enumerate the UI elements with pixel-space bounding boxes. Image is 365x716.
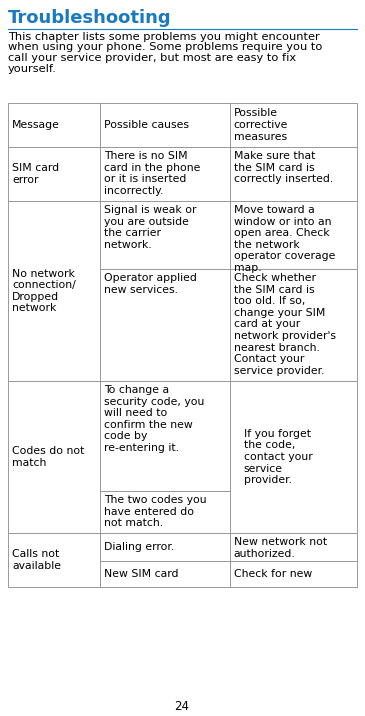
Bar xyxy=(100,381,230,491)
Bar xyxy=(230,103,357,147)
Text: Possible
corrective
measures: Possible corrective measures xyxy=(234,108,288,142)
Bar xyxy=(100,491,230,533)
Text: To change a
security code, you
will need to
confirm the new
code by
re-entering : To change a security code, you will need… xyxy=(104,385,205,453)
Text: yourself.: yourself. xyxy=(8,64,57,74)
Text: Calls not
available: Calls not available xyxy=(12,549,61,571)
Bar xyxy=(230,147,357,201)
Text: when using your phone. Some problems require you to: when using your phone. Some problems req… xyxy=(8,42,322,52)
Text: SIM card
error: SIM card error xyxy=(12,163,59,185)
Text: Codes do not
match: Codes do not match xyxy=(12,446,84,468)
Text: Check for new: Check for new xyxy=(234,569,312,579)
Text: call your service provider, but most are easy to fix: call your service provider, but most are… xyxy=(8,53,296,63)
Text: 24: 24 xyxy=(174,700,189,713)
Bar xyxy=(230,561,357,587)
Bar xyxy=(100,103,230,147)
Text: Make sure that
the SIM card is
correctly inserted.: Make sure that the SIM card is correctly… xyxy=(234,151,333,184)
Text: Operator applied
new services.: Operator applied new services. xyxy=(104,273,197,294)
Bar xyxy=(8,381,100,533)
Bar xyxy=(230,269,357,381)
Text: This chapter lists some problems you might encounter: This chapter lists some problems you mig… xyxy=(8,32,320,42)
Text: Dialing error.: Dialing error. xyxy=(104,542,175,552)
Text: Move toward a
window or into an
open area. Check
the network
operator coverage
m: Move toward a window or into an open are… xyxy=(234,205,335,273)
Text: Troubleshooting: Troubleshooting xyxy=(8,9,172,27)
Text: If you forget
the code,
contact your
service
provider.: If you forget the code, contact your ser… xyxy=(243,429,312,485)
Text: There is no SIM
card in the phone
or it is inserted
incorrectly.: There is no SIM card in the phone or it … xyxy=(104,151,201,195)
Text: The two codes you
have entered do
not match.: The two codes you have entered do not ma… xyxy=(104,495,207,528)
Bar xyxy=(230,201,357,269)
Bar xyxy=(8,147,100,201)
Text: Check whether
the SIM card is
too old. If so,
change your SIM
card at your
netwo: Check whether the SIM card is too old. I… xyxy=(234,273,335,376)
Bar xyxy=(100,201,230,269)
Bar xyxy=(100,147,230,201)
Bar xyxy=(100,533,230,561)
Text: Message: Message xyxy=(12,120,60,130)
Text: New SIM card: New SIM card xyxy=(104,569,179,579)
Bar xyxy=(8,533,100,587)
Bar xyxy=(100,269,230,381)
Bar xyxy=(230,533,357,561)
Text: Possible causes: Possible causes xyxy=(104,120,189,130)
Text: No network
connection/
Dropped
network: No network connection/ Dropped network xyxy=(12,268,76,314)
Bar xyxy=(8,201,100,381)
Bar xyxy=(8,103,100,147)
Bar xyxy=(230,381,357,533)
Text: Signal is weak or
you are outside
the carrier
network.: Signal is weak or you are outside the ca… xyxy=(104,205,197,250)
Text: New network not
authorized.: New network not authorized. xyxy=(234,537,327,558)
Bar xyxy=(100,561,230,587)
